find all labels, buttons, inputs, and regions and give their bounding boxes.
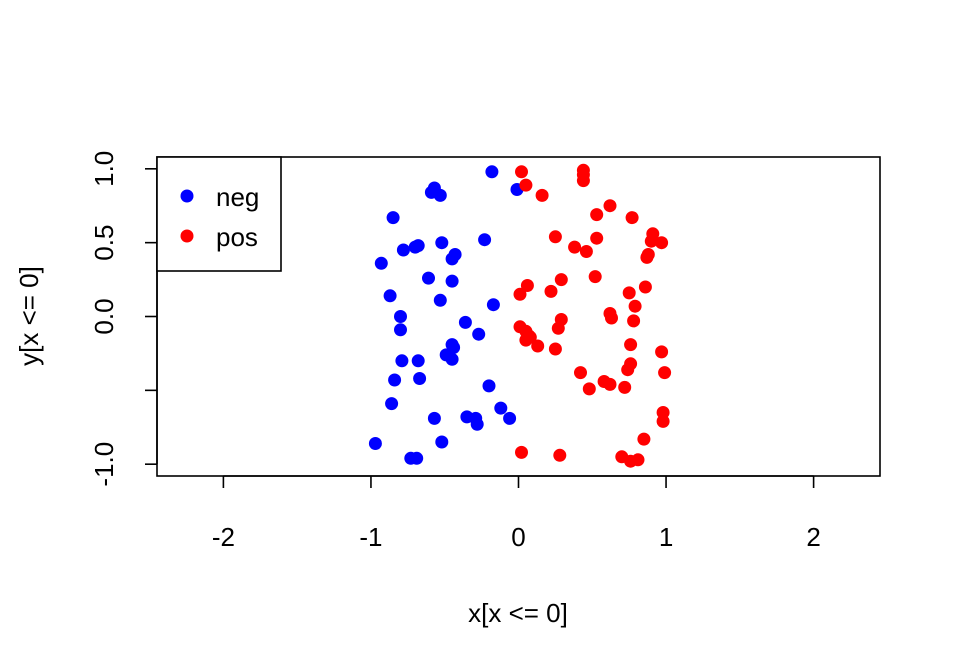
y-tick-label: 0.0 [89,298,119,334]
point-neg-30 [413,372,427,385]
point-neg-28 [411,354,425,368]
point-pos-45 [603,377,617,391]
point-pos-38 [548,342,562,356]
point-pos-41 [658,366,672,380]
point-neg-29 [388,373,402,387]
point-pos-25 [628,299,642,313]
point-pos-46 [582,382,596,396]
point-pos-36 [531,339,545,353]
point-neg-26 [445,352,459,366]
point-neg-39 [368,437,382,450]
legend-label-neg: neg [216,182,259,212]
point-neg-5 [386,211,400,225]
y-axis: -1.0 0.0 0.5 1.0 [89,151,158,487]
point-pos-39 [655,345,669,359]
point-neg-7 [435,236,449,250]
point-neg-12 [445,252,459,266]
y-axis-title: y[x <= 0] [14,266,44,366]
point-pos-43 [621,363,635,377]
point-pos-22 [544,284,558,298]
point-pos-52 [637,432,651,446]
point-neg-6 [478,233,492,247]
points-layer [368,163,672,468]
point-neg-32 [385,397,399,411]
point-pos-17 [640,250,654,264]
point-pos-23 [513,287,527,301]
point-neg-40 [435,435,449,449]
point-neg-27 [395,354,409,368]
point-neg-20 [458,315,472,329]
legend-box [156,156,282,272]
point-neg-14 [422,271,435,285]
point-neg-0 [485,165,499,179]
point-neg-38 [470,417,484,431]
point-pos-15 [579,245,593,258]
point-pos-13 [655,236,669,250]
point-pos-31 [551,321,565,335]
point-neg-18 [486,298,500,312]
point-neg-31 [482,379,496,393]
point-neg-34 [427,411,441,425]
point-pos-21 [520,279,534,292]
point-neg-16 [383,289,397,303]
point-neg-15 [445,274,459,288]
point-pos-4 [519,178,533,192]
point-pos-0 [515,165,528,179]
point-pos-6 [603,199,617,213]
x-tick-label: 0 [511,522,525,552]
point-pos-12 [644,234,658,248]
legend-marker-pos [180,229,194,243]
point-neg-13 [374,256,388,270]
x-tick-label: 2 [806,522,820,552]
point-pos-24 [622,286,636,300]
point-pos-18 [588,270,602,284]
point-pos-37 [624,338,638,352]
legend-label-pos: pos [216,222,258,252]
point-pos-20 [638,280,652,294]
x-axis-title: x[x <= 0] [468,598,568,628]
point-pos-47 [618,380,632,394]
point-pos-55 [631,453,645,467]
point-pos-14 [568,240,582,254]
point-pos-3 [576,174,590,188]
point-neg-37 [503,411,517,425]
point-pos-10 [548,230,562,244]
point-pos-50 [515,445,528,459]
point-pos-49 [656,414,670,428]
y-tick-label: 1.0 [89,151,119,187]
point-neg-3 [433,188,447,202]
y-tick-label: -1.0 [89,442,119,487]
point-pos-11 [590,231,604,245]
point-neg-10 [396,243,410,257]
x-tick-label: 1 [659,522,673,552]
point-neg-33 [494,401,508,415]
point-pos-27 [605,311,618,325]
y-tick-label: 0.5 [89,225,119,261]
point-neg-19 [394,310,407,323]
point-neg-21 [394,323,407,337]
point-pos-19 [554,273,568,287]
point-pos-51 [553,448,567,462]
legend-marker-neg [180,189,194,203]
point-neg-17 [433,293,447,307]
point-pos-8 [625,211,639,225]
point-pos-29 [627,314,641,328]
point-neg-22 [472,327,486,341]
x-tick-label: -2 [212,522,235,552]
point-pos-5 [535,188,549,202]
legend: neg pos [156,156,282,272]
point-pos-7 [590,208,604,222]
x-tick-label: -1 [359,522,382,552]
x-axis: -2 -1 0 1 2 [212,475,821,552]
point-pos-35 [519,333,533,347]
point-pos-48 [656,406,670,419]
point-neg-42 [410,451,424,465]
point-neg-9 [408,240,422,254]
point-pos-42 [574,366,587,380]
